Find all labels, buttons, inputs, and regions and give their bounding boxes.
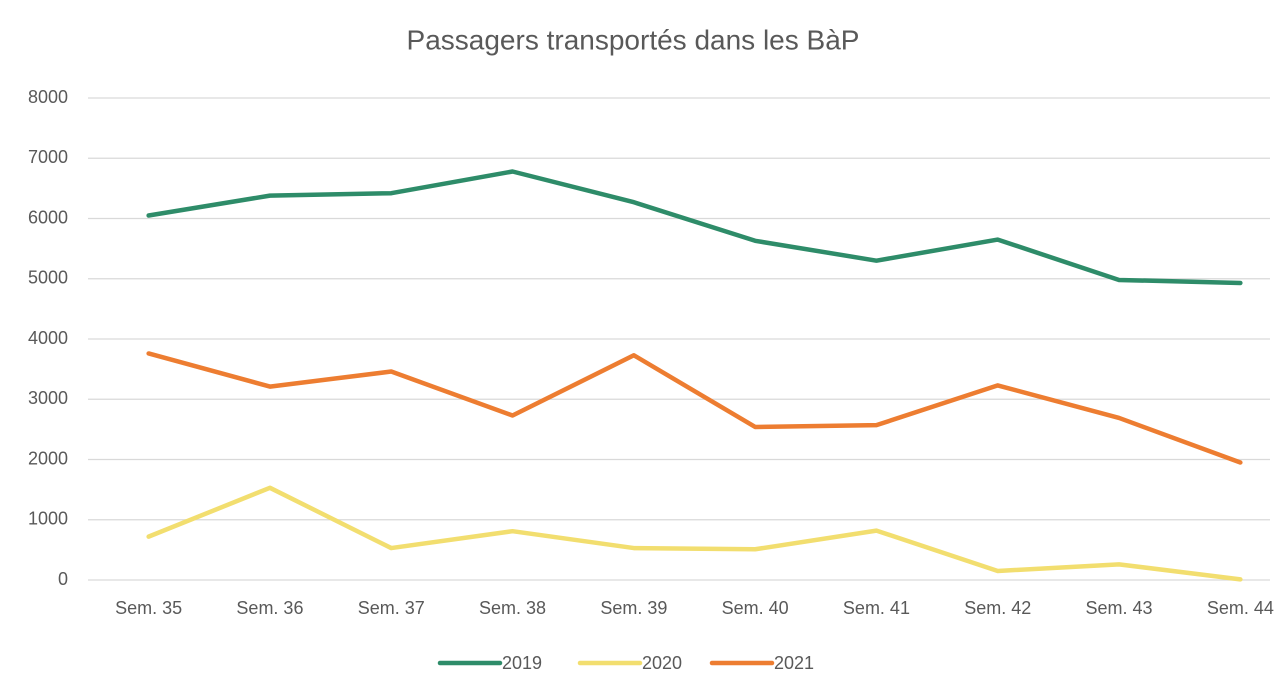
x-tick-label: Sem. 43	[1086, 598, 1153, 618]
y-tick-label: 5000	[28, 268, 68, 288]
y-tick-label: 3000	[28, 388, 68, 408]
x-tick-label: Sem. 37	[358, 598, 425, 618]
x-tick-label: Sem. 36	[236, 598, 303, 618]
y-tick-label: 4000	[28, 328, 68, 348]
series-line	[146, 351, 1243, 465]
x-tick-label: Sem. 35	[115, 598, 182, 618]
legend-label: 2021	[774, 653, 814, 673]
x-tick-label: Sem. 38	[479, 598, 546, 618]
x-tick-label: Sem. 44	[1207, 598, 1274, 618]
x-tick-label: Sem. 40	[722, 598, 789, 618]
legend-label: 2019	[502, 653, 542, 673]
chart-title: Passagers transportés dans les BàP	[407, 24, 860, 55]
y-tick-label: 1000	[28, 509, 68, 529]
series-line	[146, 485, 1243, 582]
legend-label: 2020	[642, 653, 682, 673]
y-tick-label: 8000	[28, 87, 68, 107]
y-tick-label: 7000	[28, 147, 68, 167]
x-tick-label: Sem. 42	[964, 598, 1031, 618]
y-tick-label: 0	[58, 569, 68, 589]
y-tick-label: 6000	[28, 207, 68, 227]
y-tick-label: 2000	[28, 448, 68, 468]
series-line	[146, 169, 1243, 286]
x-tick-label: Sem. 39	[600, 598, 667, 618]
x-tick-label: Sem. 41	[843, 598, 910, 618]
